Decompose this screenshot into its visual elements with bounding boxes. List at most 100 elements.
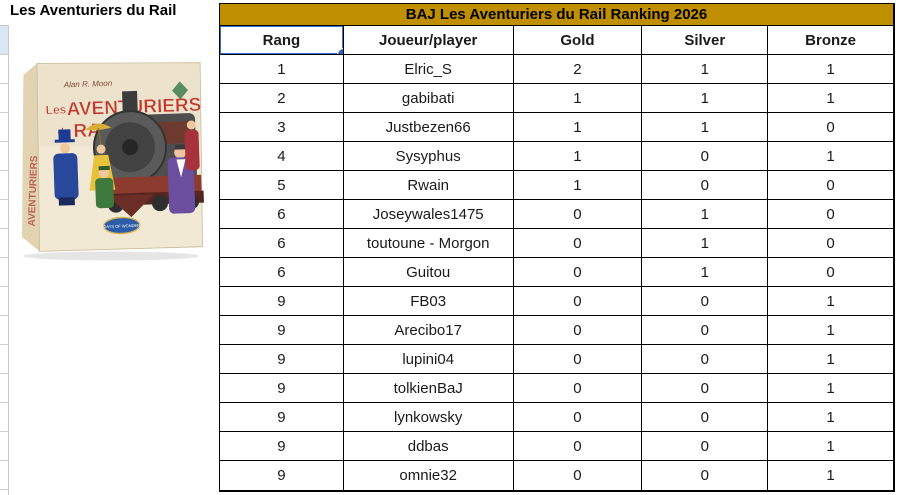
- cell-bronze[interactable]: 0: [826, 205, 835, 223]
- cell-silver[interactable]: 0: [642, 403, 769, 431]
- emblem-icon: [172, 81, 189, 100]
- cell-bronze[interactable]: 1: [826, 350, 835, 368]
- svg-text:DAYS OF WONDER: DAYS OF WONDER: [103, 223, 140, 229]
- cell-rang[interactable]: 9: [220, 432, 344, 460]
- game-title-label[interactable]: Les Aventuriers du Rail: [10, 2, 177, 19]
- cell-player[interactable]: lynkowsky: [344, 403, 514, 431]
- cell-bronze[interactable]: 1: [826, 321, 835, 339]
- cell-player[interactable]: lupini04: [344, 345, 514, 373]
- cell-silver[interactable]: 1: [642, 55, 769, 83]
- cell-player[interactable]: Arecibo17: [344, 316, 514, 344]
- header-cell-rang-label: Rang: [262, 31, 301, 49]
- cell-silver[interactable]: 0: [642, 345, 769, 373]
- cell-rang[interactable]: 3: [220, 113, 344, 141]
- cell-silver[interactable]: 0: [642, 316, 769, 344]
- cell-gold[interactable]: 1: [514, 142, 643, 170]
- cell-silver[interactable]: 1: [642, 113, 769, 141]
- cell-player[interactable]: toutoune - Morgon: [344, 229, 514, 257]
- cell-rang[interactable]: 9: [220, 403, 344, 431]
- cell-player[interactable]: Guitou: [344, 258, 514, 286]
- days-of-wonder-badge: DAYS OF WONDER: [103, 216, 141, 235]
- header-cell-gold[interactable]: Gold: [514, 26, 643, 54]
- cell-player[interactable]: gabibati: [344, 84, 514, 112]
- cell-rang[interactable]: 5: [220, 171, 344, 199]
- cell-silver[interactable]: 1: [642, 258, 769, 286]
- cell-silver[interactable]: 1: [642, 200, 769, 228]
- cell-bronze[interactable]: 0: [826, 176, 835, 194]
- table-row: 9 Arecibo17 0 0 1: [220, 316, 893, 345]
- cell-player[interactable]: Sysyphus: [344, 142, 514, 170]
- cell-silver[interactable]: 0: [642, 171, 769, 199]
- table-row: 1 Elric_S 2 1 1: [220, 55, 893, 84]
- cell-bronze[interactable]: 0: [826, 263, 835, 281]
- cell-silver[interactable]: 0: [642, 432, 769, 460]
- cell-gold[interactable]: 0: [514, 461, 643, 490]
- cell-player[interactable]: tolkienBaJ: [344, 374, 514, 402]
- cell-rang[interactable]: 4: [220, 142, 344, 170]
- cell-gold[interactable]: 0: [514, 432, 643, 460]
- cell-gold[interactable]: 0: [514, 316, 643, 344]
- cell-player[interactable]: FB03: [344, 287, 514, 315]
- box-side-title-text: AVENTURIERS: [27, 155, 40, 227]
- cell-bronze[interactable]: 1: [826, 437, 835, 455]
- header-cell-bronze[interactable]: Bronze: [805, 31, 857, 49]
- table-row: 9 lynkowsky 0 0 1: [220, 403, 893, 432]
- table-row: 5 Rwain 1 0 0: [220, 171, 893, 200]
- cell-rang[interactable]: 6: [220, 200, 344, 228]
- cell-player[interactable]: omnie32: [344, 461, 514, 490]
- table-title[interactable]: BAJ Les Aventuriers du Rail Ranking 2026: [220, 4, 893, 26]
- cell-rang[interactable]: 9: [220, 345, 344, 373]
- gridline-strip[interactable]: [0, 25, 9, 495]
- cell-player[interactable]: Rwain: [344, 171, 514, 199]
- cell-bronze[interactable]: 1: [826, 292, 835, 310]
- cell-silver[interactable]: 0: [642, 374, 769, 402]
- cell-gold[interactable]: 1: [514, 84, 643, 112]
- cell-gold[interactable]: 0: [514, 345, 643, 373]
- cell-gold[interactable]: 1: [514, 113, 643, 141]
- cell-rang[interactable]: 9: [220, 287, 344, 315]
- cell-bronze[interactable]: 1: [826, 89, 835, 107]
- box-art-image[interactable]: AVENTURIERS Alan R. Moon Les AVENTURIERS…: [6, 28, 208, 262]
- table-row: 9 lupini04 0 0 1: [220, 345, 893, 374]
- cell-gold[interactable]: 2: [514, 55, 643, 83]
- cell-bronze[interactable]: 0: [826, 234, 835, 252]
- cell-gold[interactable]: 1: [514, 171, 643, 199]
- cell-gold[interactable]: 0: [514, 403, 643, 431]
- cell-gold[interactable]: 0: [514, 200, 643, 228]
- cell-silver[interactable]: 0: [642, 287, 769, 315]
- cell-gold[interactable]: 0: [514, 287, 643, 315]
- cell-rang[interactable]: 9: [220, 316, 344, 344]
- cell-bronze[interactable]: 1: [826, 379, 835, 397]
- selection-handle[interactable]: [337, 49, 343, 54]
- table-row: 6 Joseywales1475 0 1 0: [220, 200, 893, 229]
- cell-silver[interactable]: 0: [642, 142, 769, 170]
- cell-gold[interactable]: 0: [514, 258, 643, 286]
- cell-silver[interactable]: 1: [642, 84, 769, 112]
- cell-bronze[interactable]: 0: [826, 118, 835, 136]
- cell-silver[interactable]: 1: [642, 229, 769, 257]
- cell-silver[interactable]: 0: [642, 461, 769, 490]
- cell-rang[interactable]: 9: [220, 461, 344, 490]
- cell-player[interactable]: Joseywales1475: [344, 200, 514, 228]
- cell-player[interactable]: ddbas: [344, 432, 514, 460]
- cell-rang[interactable]: 6: [220, 229, 344, 257]
- cell-player[interactable]: Justbezen66: [344, 113, 514, 141]
- cell-bronze[interactable]: 1: [826, 60, 835, 78]
- header-cell-rang[interactable]: Rang: [220, 26, 344, 54]
- cell-rang[interactable]: 9: [220, 374, 344, 402]
- cell-bronze[interactable]: 1: [826, 467, 835, 484]
- cell-bronze[interactable]: 1: [826, 408, 835, 426]
- cell-bronze[interactable]: 1: [826, 147, 835, 165]
- cell-rang[interactable]: 6: [220, 258, 344, 286]
- cell-gold[interactable]: 0: [514, 374, 643, 402]
- cell-rang[interactable]: 2: [220, 84, 344, 112]
- header-cell-player[interactable]: Joueur/player: [344, 26, 514, 54]
- cell-player[interactable]: Elric_S: [344, 55, 514, 83]
- cell-gold[interactable]: 0: [514, 229, 643, 257]
- table-row: 9 ddbas 0 0 1: [220, 432, 893, 461]
- character-figures: [53, 120, 200, 214]
- box-shadow: [23, 251, 199, 261]
- cell-rang[interactable]: 1: [220, 55, 344, 83]
- header-cell-silver[interactable]: Silver: [642, 26, 769, 54]
